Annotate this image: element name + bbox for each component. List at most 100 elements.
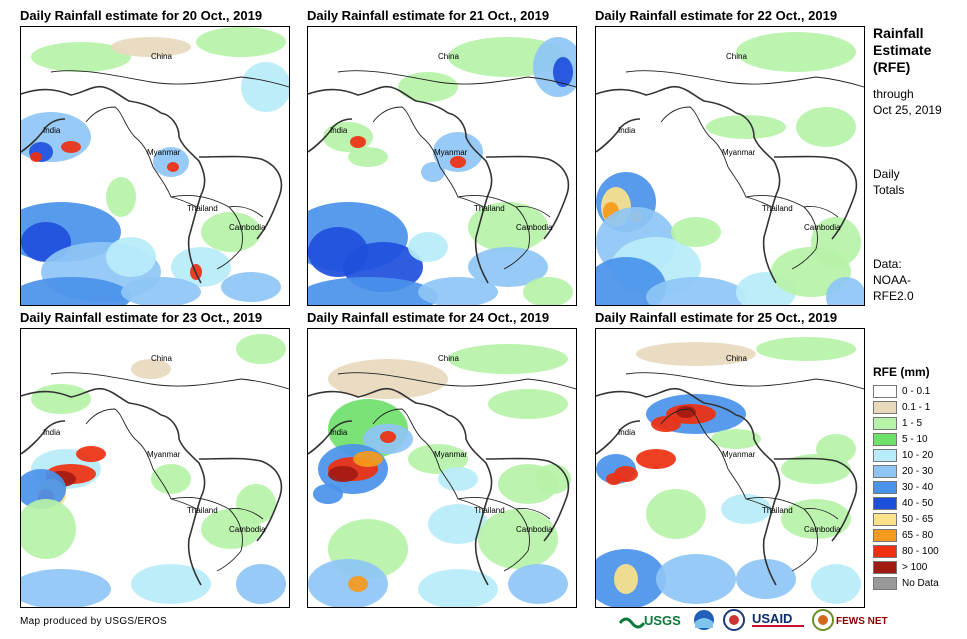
legend-item: 50 - 65 — [873, 511, 939, 527]
panel-title: Daily Rainfall estimate for 23 Oct., 201… — [20, 310, 263, 325]
rainfall-cell — [711, 429, 761, 449]
rainfall-map: China India Myanmar Thailand Cambodia — [307, 26, 577, 306]
legend-item: 0 - 0.1 — [873, 383, 939, 399]
border-line — [503, 248, 529, 270]
border-line — [337, 70, 576, 88]
rainfall-cell — [31, 42, 131, 72]
rainfall-cell — [433, 132, 483, 172]
rainfall-cell — [811, 564, 861, 604]
rainfall-cell — [308, 559, 388, 607]
rainfall-cell — [236, 334, 286, 364]
border-line — [228, 206, 264, 218]
rainfall-cell — [31, 384, 91, 414]
border-line — [216, 248, 242, 270]
panel-title: Daily Rainfall estimate for 21 Oct., 201… — [307, 8, 550, 23]
rainfall-cell — [428, 504, 488, 544]
legend-label: > 100 — [902, 561, 928, 573]
rainfall-cell — [408, 232, 448, 262]
coastline — [596, 118, 641, 153]
rainfall-cell — [350, 136, 366, 148]
rainfall-cell — [348, 576, 368, 592]
data-source: Data: NOAA- RFE2.0 — [873, 256, 914, 304]
usda-seal-logo — [722, 608, 746, 635]
coastline — [485, 457, 570, 542]
rainfall-cell — [736, 32, 856, 72]
legend-label: 65 - 80 — [902, 529, 934, 541]
rainfall-cell — [721, 494, 771, 524]
coastline — [474, 194, 489, 284]
rainfall-cell — [221, 272, 281, 302]
legend-item: 0.1 - 1 — [873, 399, 939, 415]
legend-item: > 100 — [873, 559, 939, 575]
legend-swatch — [873, 512, 897, 526]
rainfall-cell — [167, 162, 179, 172]
rainfall-cell — [380, 431, 396, 443]
legend-label: No Data — [902, 577, 939, 589]
rainfall-cell — [353, 451, 383, 467]
coastline — [762, 496, 777, 586]
rainfall-cell — [308, 277, 438, 305]
rainfall-cell — [508, 564, 568, 604]
coastline — [21, 85, 162, 114]
country-label-cambodia: Cambodia — [229, 223, 266, 232]
rainfall-cell — [21, 569, 111, 607]
country-label-china: China — [438, 52, 459, 61]
rainfall-cell — [121, 277, 201, 305]
country-label-china: China — [726, 354, 747, 363]
legend-swatch — [873, 384, 897, 398]
rainfall-cell — [646, 277, 746, 305]
through-text: through — [873, 87, 914, 101]
country-borders — [308, 372, 576, 586]
country-borders — [21, 372, 289, 586]
border-line — [727, 166, 773, 208]
coastline — [447, 414, 493, 498]
rainfall-cell — [21, 499, 76, 559]
rainfall-field — [596, 337, 861, 607]
country-label-thailand: Thailand — [474, 506, 505, 515]
legend-title: RFE (mm) — [873, 365, 930, 379]
rainfall-cell — [450, 156, 466, 168]
period-info: through Oct 25, 2019 — [873, 86, 942, 118]
rainfall-cell — [106, 237, 156, 277]
coastline — [308, 118, 353, 153]
rainfall-field — [21, 27, 289, 305]
legend-swatch — [873, 560, 897, 574]
legend-item: 10 - 20 — [873, 447, 939, 463]
legend-swatch — [873, 400, 897, 414]
rainfall-map-svg: China India Myanmar Thailand Cambodia — [308, 344, 576, 607]
rainfall-cell — [196, 27, 286, 57]
legend-item: No Data — [873, 575, 939, 591]
legend-label: 5 - 10 — [902, 433, 928, 445]
legend-label: 30 - 40 — [902, 481, 934, 493]
legend-item: 30 - 40 — [873, 479, 939, 495]
border-line — [337, 372, 576, 390]
country-borders — [596, 372, 864, 586]
rainfall-cell — [826, 277, 864, 305]
coastline — [198, 457, 283, 542]
rainfall-cell — [656, 554, 736, 604]
coastline — [735, 414, 781, 498]
noaa-logo — [692, 608, 716, 635]
panel-title: Daily Rainfall estimate for 25 Oct., 201… — [595, 310, 838, 325]
coastline — [198, 155, 283, 240]
legend-swatch — [873, 496, 897, 510]
rainfall-cell — [706, 115, 786, 139]
rainfall-cell — [21, 277, 131, 305]
legend-item: 20 - 30 — [873, 463, 939, 479]
legend: 0 - 0.1 0.1 - 1 1 - 5 5 - 10 10 - 20 20 - 30 3… — [873, 383, 939, 591]
rainfall-cell — [30, 152, 42, 162]
country-label-china: China — [726, 52, 747, 61]
coastline — [21, 420, 66, 455]
daily-text: Daily — [873, 167, 900, 181]
coastline — [447, 112, 493, 196]
rainfall-field — [596, 32, 864, 305]
legend-label: 1 - 5 — [902, 417, 923, 429]
map-credit: Map produced by USGS/EROS — [20, 616, 168, 627]
rainfall-cell — [131, 564, 211, 604]
data-label: Data: — [873, 257, 902, 271]
rainfall-cell — [811, 217, 861, 267]
rainfall-cell — [21, 469, 66, 509]
rainfall-cell — [676, 406, 696, 418]
country-label-thailand: Thailand — [762, 506, 793, 515]
border-line — [515, 206, 551, 218]
